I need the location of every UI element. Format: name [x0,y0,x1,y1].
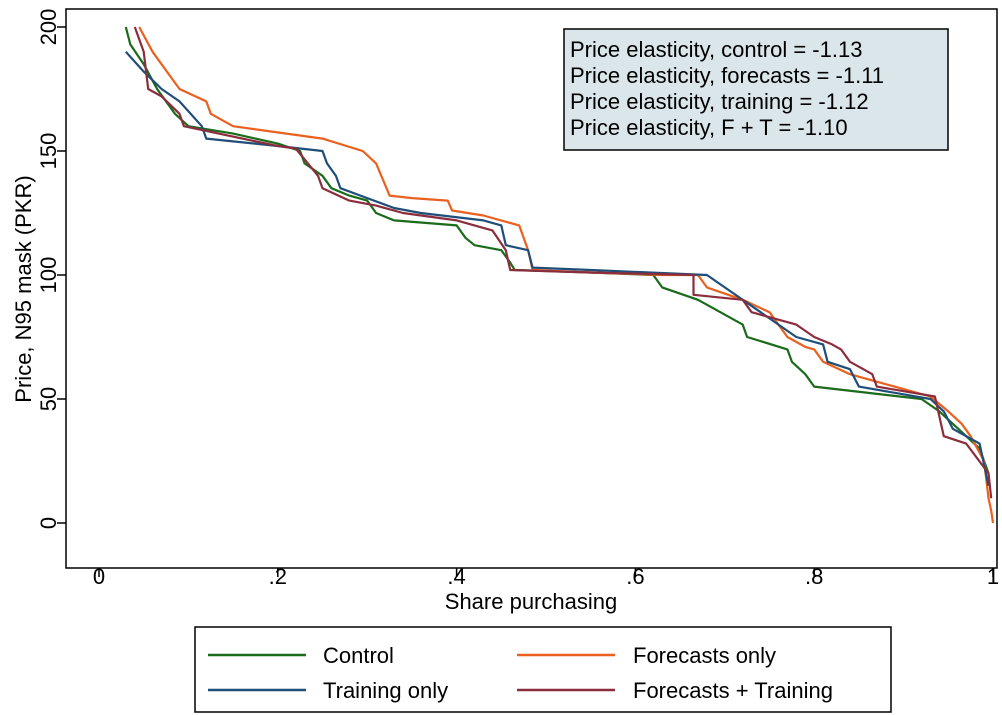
legend-box [194,626,892,713]
x-tick-label: 1 [987,564,999,589]
series-line-control [124,26,990,474]
legend-label-forecasts-only: Forecasts only [633,643,776,668]
legend: Control Forecasts only Training only For… [194,626,892,713]
x-tick-label: 0 [93,564,105,589]
elasticity-note: Price elasticity, control = -1.13 Price … [563,28,949,151]
elasticity-note-line-2: Price elasticity, forecasts = -1.11 [570,63,884,88]
y-tick-label: 100 [36,257,61,294]
plot-frame [65,8,998,569]
elasticity-note-box [563,28,949,151]
series-layer [124,26,995,524]
y-tick-label: 0 [36,517,61,529]
legend-label-training-only: Training only [323,678,448,703]
series-line-training-only [124,51,990,487]
x-tick-label: .8 [805,564,823,589]
legend-label-forecasts-training: Forecasts + Training [633,678,833,703]
y-tick-label: 50 [36,387,61,411]
elasticity-note-line-3: Price elasticity, training = -1.12 [570,89,869,114]
elasticity-note-line-1: Price elasticity, control = -1.13 [570,37,862,62]
x-axis-title: Share purchasing [445,589,617,614]
elasticity-note-line-4: Price elasticity, F + T = -1.10 [570,115,848,140]
x-tick-label: .2 [269,564,287,589]
x-tick-label: .4 [447,564,465,589]
series-line-forecasts-training [133,26,993,499]
y-tick-label: 200 [36,9,61,46]
legend-label-control: Control [323,643,394,668]
axes: 0 .2 .4 .6 .8 1 0 50 100 150 200 [36,9,999,589]
x-tick-label: .6 [626,564,644,589]
y-tick-label: 150 [36,133,61,170]
y-axis-title: Price, N95 mask (PKR) [11,175,36,402]
